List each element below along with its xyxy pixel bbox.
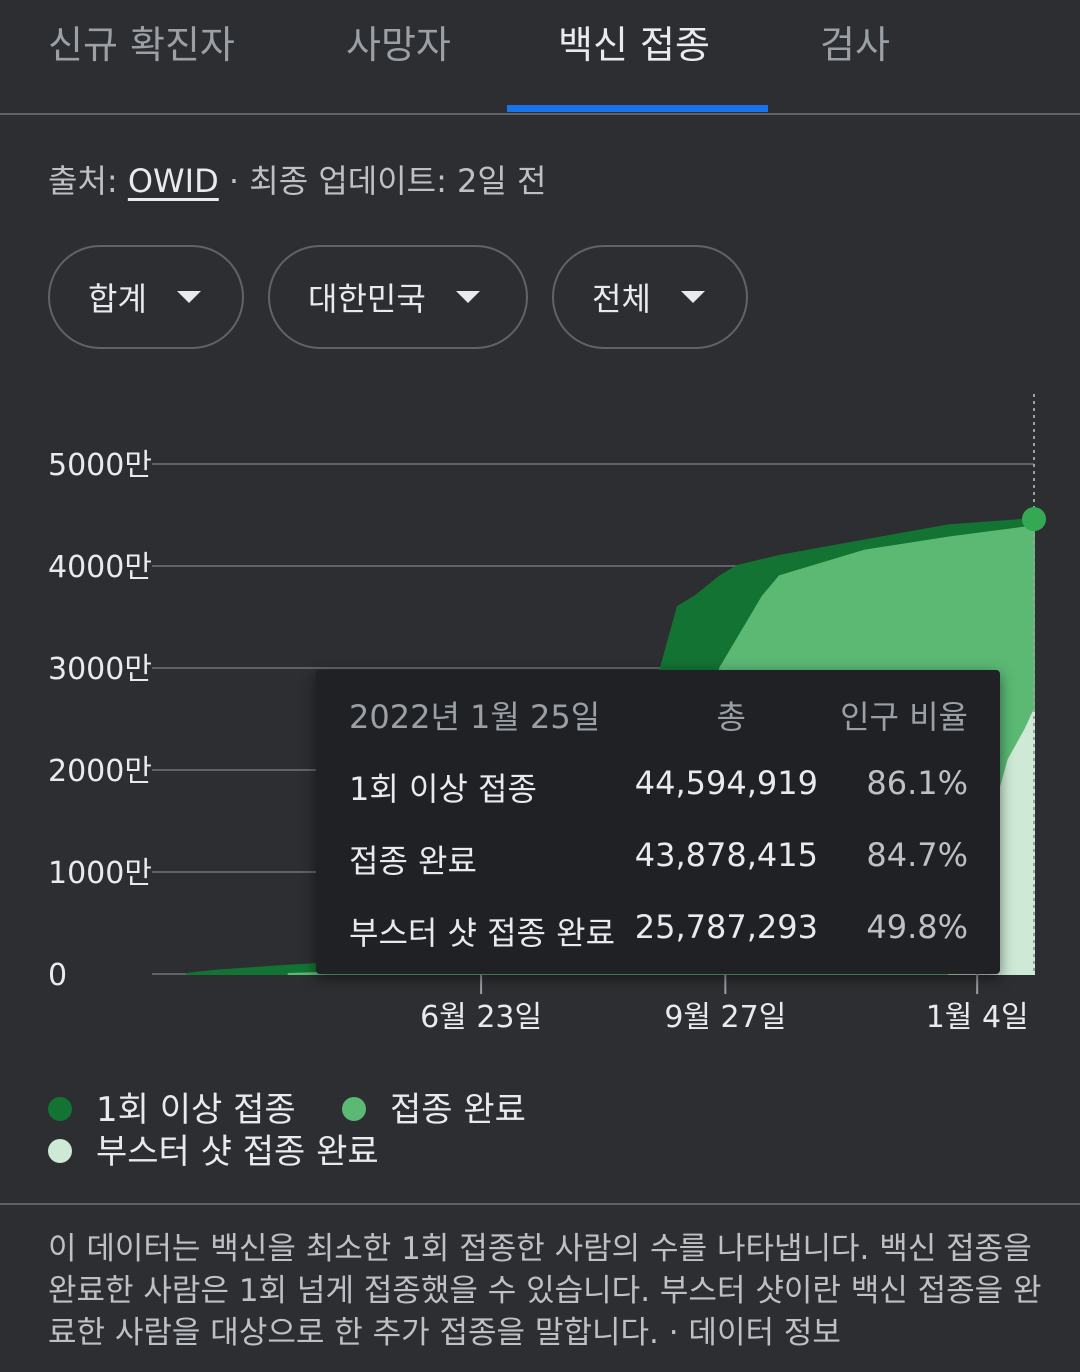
tooltip-row-label: 접종 완료 bbox=[349, 842, 477, 880]
tooltip-row-total: 25,787,293 bbox=[634, 908, 818, 946]
legend-item: 부스터 샷 접종 완료 bbox=[48, 1124, 379, 1173]
chip-label: 합계 bbox=[88, 280, 147, 318]
tab-deaths[interactable]: 사망자 bbox=[346, 23, 451, 67]
tooltip-date: 2022년 1월 25일 bbox=[349, 698, 601, 736]
tab-new-cases[interactable]: 신규 확진자 bbox=[48, 23, 235, 67]
legend-label: 접종 완료 bbox=[390, 1090, 526, 1130]
tab-vaccination[interactable]: 백신 접종 bbox=[558, 23, 710, 67]
tooltip-row-pct: 86.1% bbox=[866, 764, 968, 802]
chart-tooltip: 2022년 1월 25일 총 인구 비율 1회 이상 접종 44,594,919… bbox=[316, 670, 1000, 974]
source-prefix: 출처: bbox=[48, 162, 128, 200]
tooltip-col-pct: 인구 비율 bbox=[840, 698, 968, 736]
y-tick-label: 2000만 bbox=[48, 754, 152, 789]
region-filter-chip[interactable]: 전체 bbox=[552, 245, 748, 349]
tooltip-row-pct: 84.7% bbox=[866, 836, 968, 874]
tooltip-row-total: 43,878,415 bbox=[634, 836, 818, 874]
tooltip-row-pct: 49.8% bbox=[866, 908, 968, 946]
divider bbox=[0, 1203, 1080, 1205]
tab-bar: 신규 확진자 사망자 백신 접종 검사 bbox=[0, 0, 1080, 115]
hover-point bbox=[1022, 507, 1046, 532]
tooltip-row: 1회 이상 접종 44,594,919 86.1% bbox=[316, 764, 1000, 814]
tooltip-col-total: 총 bbox=[716, 698, 746, 736]
tooltip-row: 접종 완료 43,878,415 84.7% bbox=[316, 836, 1000, 886]
active-tab-indicator bbox=[507, 105, 768, 112]
tooltip-header: 2022년 1월 25일 총 인구 비율 bbox=[316, 692, 1000, 742]
legend-dot-icon bbox=[48, 1138, 72, 1163]
tab-testing[interactable]: 검사 bbox=[820, 23, 890, 67]
source-line: 출처: OWID · 최종 업데이트: 2일 전 bbox=[48, 156, 546, 202]
legend-dot-icon bbox=[342, 1096, 366, 1121]
legend-item: 접종 완료 bbox=[342, 1082, 526, 1131]
aggregate-filter-chip[interactable]: 합계 bbox=[48, 245, 244, 349]
chip-label: 대한민국 bbox=[308, 280, 426, 318]
y-tick-label: 4000만 bbox=[48, 550, 152, 585]
legend-label: 1회 이상 접종 bbox=[96, 1090, 296, 1130]
x-tick-label: 9월 27일 bbox=[664, 1000, 786, 1035]
x-tick-label: 1월 4일 bbox=[926, 1000, 1029, 1035]
x-tick-label: 6월 23일 bbox=[420, 1000, 542, 1035]
data-description: 이 데이터는 백신을 최소한 1회 접종한 사람의 수를 나타냅니다. 백신 접… bbox=[48, 1231, 1042, 1351]
tooltip-row-label: 부스터 샷 접종 완료 bbox=[349, 914, 616, 952]
dropdown-arrow-icon bbox=[680, 291, 705, 303]
legend-item: 1회 이상 접종 bbox=[48, 1082, 296, 1131]
tooltip-row-label: 1회 이상 접종 bbox=[349, 770, 537, 808]
tooltip-row-total: 44,594,919 bbox=[634, 764, 818, 802]
y-tick-label: 3000만 bbox=[48, 652, 152, 687]
dropdown-arrow-icon bbox=[455, 291, 480, 303]
y-tick-label: 0 bbox=[48, 958, 67, 993]
dropdown-arrow-icon bbox=[176, 291, 201, 303]
chip-label: 전체 bbox=[592, 280, 651, 318]
update-info: · 최종 업데이트: 2일 전 bbox=[218, 162, 547, 200]
tooltip-row: 부스터 샷 접종 완료 25,787,293 49.8% bbox=[316, 908, 1000, 958]
country-filter-chip[interactable]: 대한민국 bbox=[268, 245, 528, 349]
source-link[interactable]: OWID bbox=[127, 162, 219, 200]
y-tick-label: 1000만 bbox=[48, 856, 152, 891]
legend-label: 부스터 샷 접종 완료 bbox=[96, 1132, 379, 1172]
legend-dot-icon bbox=[48, 1096, 72, 1121]
y-tick-label: 5000만 bbox=[48, 448, 152, 483]
